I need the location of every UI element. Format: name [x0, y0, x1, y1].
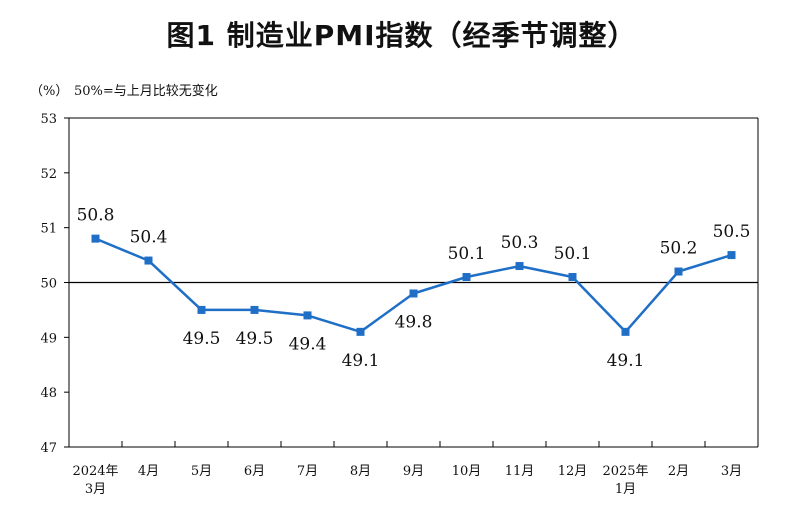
axes: 47 48 49 50 51 52 53 2024年 3月 4月 5月 6月 7月 8月 9月 10月 11月 1… [40, 112, 759, 497]
data-point [515, 262, 524, 271]
data-point [462, 273, 471, 282]
data-point [674, 267, 683, 276]
x-tick-label: 7月 [297, 464, 318, 479]
x-tick-label: 4月 [138, 464, 159, 479]
series-pmi [91, 234, 736, 336]
data-label: 50.1 [448, 244, 486, 264]
data-label: 50.1 [554, 244, 592, 264]
x-tick-label: 2024年 [72, 464, 118, 479]
x-tick-label: 11月 [505, 464, 535, 479]
data-point [197, 305, 206, 314]
y-tick-label: 51 [40, 222, 57, 237]
data-point [356, 327, 365, 336]
data-label: 50.4 [130, 228, 168, 248]
data-point [144, 256, 153, 265]
x-tick-label: 10月 [452, 464, 482, 479]
x-tick-label: 1月 [615, 482, 636, 497]
x-tick-label: 3月 [85, 482, 106, 497]
data-label: 50.3 [501, 233, 539, 253]
y-tick-label: 53 [40, 112, 57, 127]
data-point [621, 327, 630, 336]
data-point [303, 311, 312, 320]
data-point [409, 289, 418, 298]
x-tick-label: 12月 [558, 464, 588, 479]
data-point [568, 273, 577, 282]
y-tick-label: 50 [40, 277, 57, 292]
data-labels: 50.8 50.4 49.5 49.5 49.4 49.1 49.8 50.1 50.3 50.1… [77, 206, 751, 371]
y-tick-label: 52 [40, 167, 57, 182]
data-label: 50.5 [713, 222, 751, 242]
y-axis-unit-label: （%） [30, 84, 69, 99]
data-point [727, 251, 736, 260]
data-label: 49.8 [395, 312, 433, 332]
data-label: 49.1 [607, 351, 645, 371]
y-tick-label: 49 [40, 331, 57, 346]
data-label: 49.5 [236, 329, 274, 349]
x-tick-label: 3月 [721, 464, 742, 479]
data-label: 49.4 [289, 334, 327, 354]
x-tick-label: 2025年 [602, 464, 648, 479]
data-label: 50.8 [77, 206, 115, 226]
x-tick-label: 8月 [350, 464, 371, 479]
x-tick-label: 5月 [191, 464, 212, 479]
x-tick-label: 9月 [403, 464, 424, 479]
y-tick-label: 47 [40, 441, 57, 456]
data-label: 50.2 [660, 239, 698, 259]
data-label: 49.5 [183, 329, 221, 349]
data-point [91, 234, 100, 243]
x-tick-label: 2月 [668, 464, 689, 479]
x-tick-label: 6月 [244, 464, 265, 479]
y-tick-label: 48 [40, 386, 57, 401]
data-point [250, 305, 259, 314]
chart-title: 图1 制造业PMI指数（经季节调整） [166, 19, 637, 52]
baseline-note: 50%=与上月比较无变化 [74, 84, 218, 99]
data-label: 49.1 [342, 351, 380, 371]
